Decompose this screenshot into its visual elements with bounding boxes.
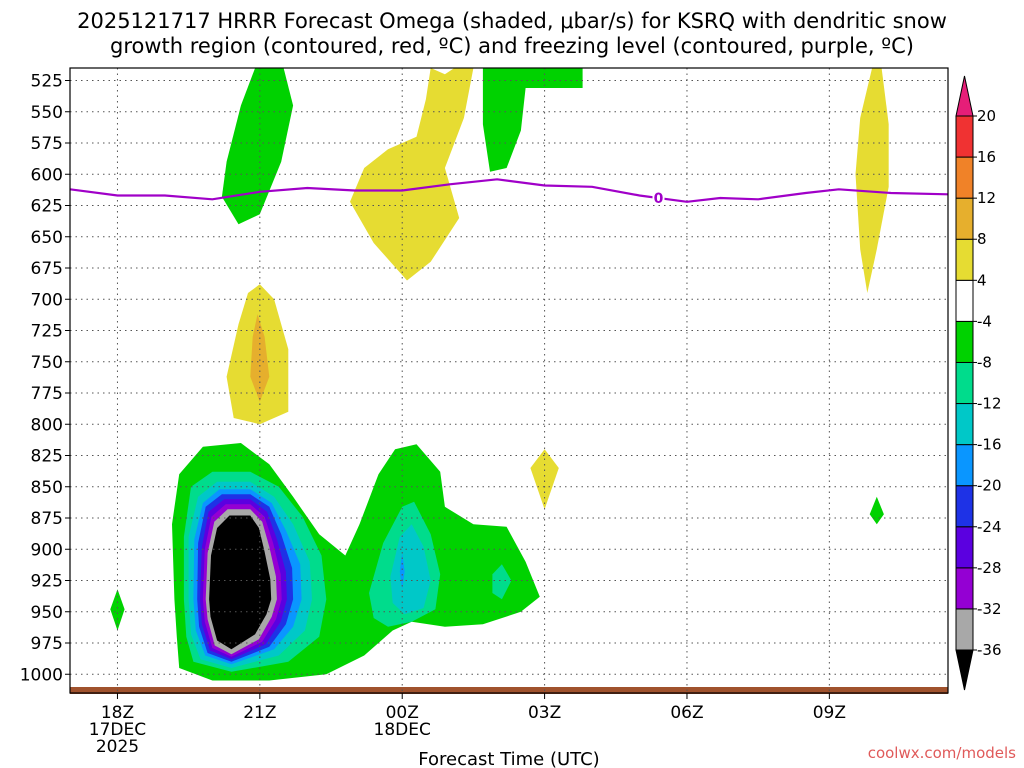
y-tick-label-950: 950 [31,603,63,623]
y-tick-label-750: 750 [31,353,63,373]
colorbar-label-6: -12 [977,395,1002,413]
chart-title-line-1: 2025121717 HRRR Forecast Omega (shaded, … [77,9,947,33]
colorbar-label-3: -24 [977,518,1002,536]
colorbar-label-5: -16 [977,436,1002,454]
omega-region-green-upper-21z [221,68,294,225]
x-tick-label-3-0: 21Z [243,703,276,723]
colorbar-box-2 [955,526,974,569]
colorbar-label-9: 4 [977,271,987,289]
colorbar-box-3 [955,485,974,528]
y-tick-label-550: 550 [31,103,63,123]
freezing-level-label-bg [652,191,665,205]
y-tick-label-1000: 1000 [20,665,63,685]
y-tick-label-600: 600 [31,165,63,185]
y-tick-label-525: 525 [31,72,63,92]
y-tick-label-800: 800 [31,415,63,435]
colorbar-box-4 [955,444,974,487]
omega-region-yellow-03z [530,449,559,510]
colorbar-label-12: 16 [977,148,996,166]
colorbar-box-8 [955,279,974,322]
omega-shaded-regions [110,68,889,681]
y-tick-label-875: 875 [31,509,63,529]
colorbar-box-10 [955,197,974,240]
chart-title-line-2: growth region (contoured, red, ºC) and f… [110,34,914,58]
x-tick-label-0-0: 18Z [101,703,134,723]
freezing-level-contour: 0 [70,178,948,207]
colorbar-label-8: -4 [977,312,992,330]
y-tick-label-975: 975 [31,634,63,654]
x-tick-label-6-0: 00Z [386,703,419,723]
omega-region-green-10z [869,496,884,525]
y-tick-label-675: 675 [31,259,63,279]
omega-region-green-upper-01z [482,68,583,172]
colorbar-box-0 [955,608,974,651]
y-tick-label-775: 775 [31,384,63,404]
colorbar-label-11: 12 [977,189,996,207]
colorbar-under-triangle [955,649,974,691]
colorbar-label-7: -8 [977,353,992,371]
ground-band [70,687,948,694]
omega-region-teal-mid [390,524,431,615]
colorbar-label-1: -32 [977,600,1002,618]
y-tick-label-900: 900 [31,540,63,560]
omega-region-yellow-right-edge [855,68,889,293]
x-axis-label: Forecast Time (UTC) [418,749,599,768]
y-axis-ticks: 525 550 575 600 625 650 675 700 725 750 775 800 825 8… [20,72,70,685]
grid-lines [70,68,948,693]
x-tick-label-0-1: 17DEC [89,720,146,740]
colorbar-label-0: -36 [977,641,1002,659]
omega-region-cyan-green-01z [492,564,512,600]
omega-region-orange-mid-21z [250,314,270,402]
y-tick-label-925: 925 [31,572,63,592]
ground-surface [70,687,948,694]
x-tick-label-9-0: 03Z [528,703,561,723]
colorbar-label-4: -20 [977,477,1002,495]
colorbar-box-12 [955,115,974,158]
colorbar-over-triangle [955,75,974,117]
x-tick-label-6-1: 18DEC [374,720,431,740]
y-tick-label-725: 725 [31,322,63,342]
y-tick-label-825: 825 [31,447,63,467]
colorbar: -36 -32 -28 -24 -20 -16 -12 -8 -4 4 8 12 16 20 [955,75,1002,691]
colorbar-label-2: -28 [977,559,1002,577]
credit-text: coolwx.com/models [868,744,1016,762]
freezing-level-line [70,178,948,203]
y-tick-label-700: 700 [31,290,63,310]
x-tick-label-15-0: 09Z [813,703,846,723]
colorbar-box-5 [955,403,974,446]
x-tick-label-0-2: 2025 [96,737,139,757]
omega-region-green-18z [110,589,125,631]
freezing-level-label: 0 [654,191,664,207]
colorbar-box-1 [955,567,974,610]
colorbar-box-9 [955,238,974,281]
colorbar-box-6 [955,361,974,405]
colorbar-label-10: 8 [977,230,987,248]
colorbar-label-13: 20 [977,107,996,125]
x-tick-label-12-0: 06Z [670,703,703,723]
y-tick-label-850: 850 [31,478,63,498]
colorbar-box-11 [955,156,974,199]
y-tick-label-625: 625 [31,197,63,217]
colorbar-box-7 [955,320,974,363]
y-tick-label-650: 650 [31,228,63,248]
y-tick-label-575: 575 [31,134,63,154]
plot-frame [69,67,949,694]
